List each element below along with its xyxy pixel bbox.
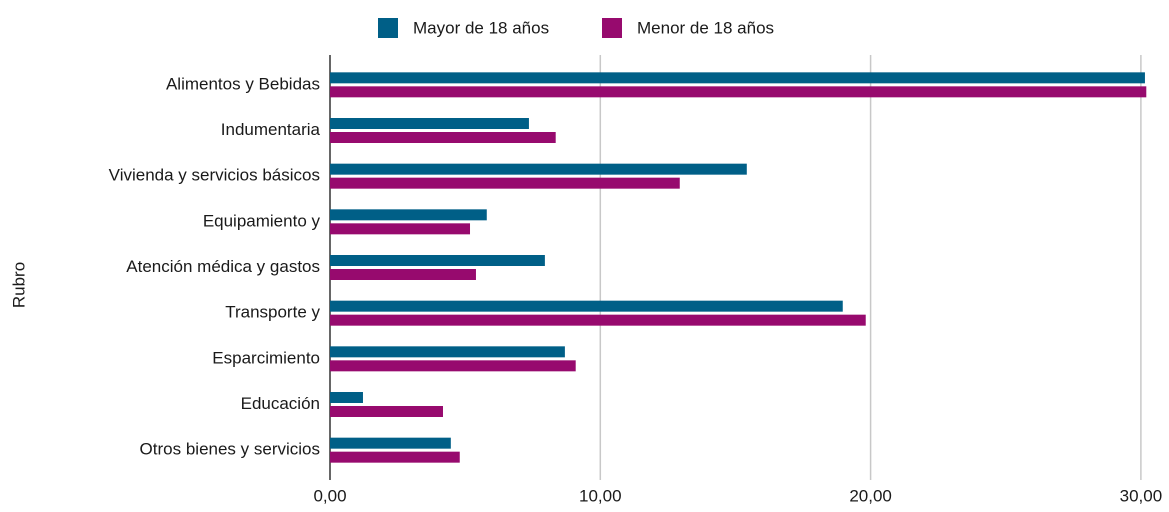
y-tick-label: Indumentaria	[221, 120, 321, 139]
bar	[330, 360, 576, 372]
x-tick-label: 0,00	[313, 486, 346, 505]
bar	[330, 406, 443, 417]
legend-label: Menor de 18 años	[637, 18, 774, 37]
y-tick-label: Equipamiento y	[203, 211, 321, 230]
bar	[330, 209, 487, 221]
bar	[330, 437, 451, 449]
y-tick-label: Vivienda y servicios básicos	[109, 166, 320, 185]
bar	[330, 269, 476, 280]
y-tick-label: Educación	[241, 394, 320, 413]
bar	[330, 346, 565, 358]
bar	[330, 451, 460, 463]
y-tick-label: Esparcimiento	[212, 348, 320, 367]
bar	[330, 223, 471, 235]
bar	[330, 86, 1147, 98]
bar	[330, 118, 529, 129]
bar	[330, 300, 843, 312]
y-tick-label: Alimentos y Bebidas	[166, 74, 320, 93]
y-tick-label: Atención médica y gastos	[126, 257, 320, 276]
x-tick-label: 10,00	[579, 486, 622, 505]
legend-swatch	[378, 18, 398, 38]
legend-label: Mayor de 18 años	[413, 18, 549, 37]
x-tick-label: 30,00	[1120, 486, 1163, 505]
bar	[330, 72, 1145, 84]
bar	[330, 255, 545, 266]
bar	[330, 177, 680, 189]
legend-swatch	[602, 18, 622, 38]
y-tick-label: Transporte y	[225, 303, 320, 322]
bar	[330, 392, 363, 403]
bar	[330, 132, 556, 143]
bar	[330, 163, 747, 175]
y-axis-label: Rubro	[9, 262, 28, 308]
y-tick-label: Otros bienes y servicios	[140, 440, 320, 459]
bar	[330, 314, 866, 326]
x-tick-label: 20,00	[849, 486, 892, 505]
